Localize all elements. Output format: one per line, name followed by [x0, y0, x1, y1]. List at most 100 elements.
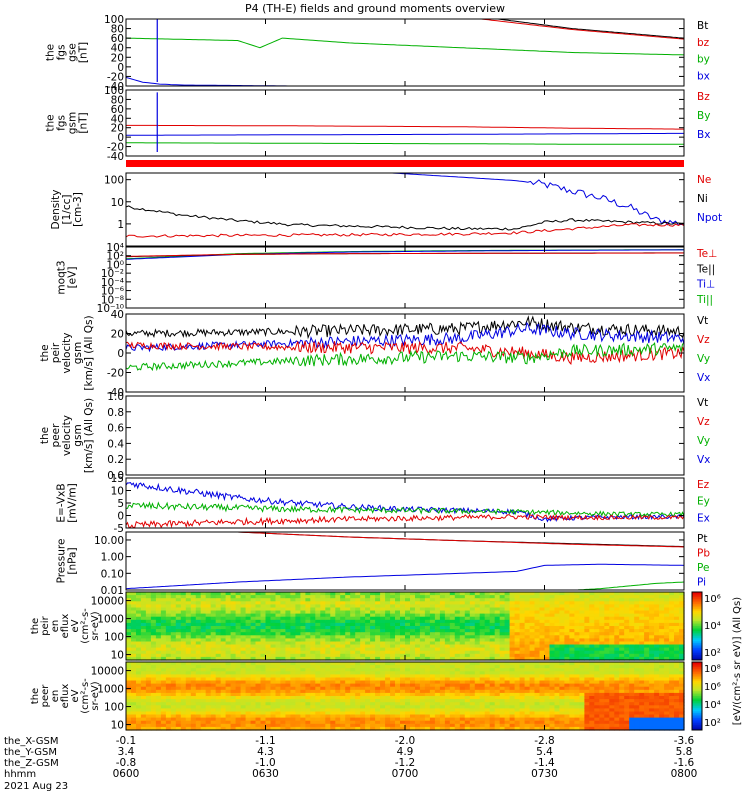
heat-cell — [165, 702, 172, 706]
heat-cell — [449, 601, 456, 605]
heat-cell — [424, 699, 431, 703]
heat-cell — [659, 635, 665, 639]
heat-cell — [355, 635, 361, 639]
heat-cell — [150, 616, 157, 621]
heat-cell — [365, 692, 371, 697]
heat-cell — [205, 632, 212, 636]
heat-cell — [579, 641, 585, 646]
heat-cell — [474, 696, 481, 700]
heat-cell — [185, 708, 192, 713]
heat-cell — [474, 668, 481, 672]
heat-cell — [519, 635, 526, 639]
y-axis-label: eV — [70, 619, 81, 632]
heat-cell — [574, 632, 580, 636]
heat-cell — [350, 656, 356, 661]
heat-cell — [494, 696, 501, 700]
heat-cell — [180, 638, 187, 643]
heat-cell — [429, 674, 436, 679]
heat-cell — [360, 665, 366, 669]
heat-cell — [574, 692, 580, 697]
heat-cell — [474, 604, 481, 609]
heat-cell — [584, 638, 590, 643]
heat-cell — [180, 647, 187, 652]
heat-cell — [245, 683, 252, 688]
heat-cell — [514, 692, 521, 697]
heat-cell — [195, 626, 202, 630]
heat-cell — [574, 689, 580, 694]
heat-cell — [674, 626, 680, 630]
heat-cell — [604, 641, 610, 646]
heat-cell — [569, 595, 575, 599]
heat-cell — [549, 629, 556, 633]
heat-cell — [559, 610, 565, 615]
heat-cell — [245, 595, 252, 599]
heat-cell — [240, 644, 247, 649]
heat-cell — [419, 723, 426, 728]
heat-cell — [320, 717, 326, 722]
heat-cell — [340, 650, 346, 655]
heat-cell — [325, 702, 331, 706]
heat-cell — [479, 680, 486, 685]
heat-cell — [280, 656, 286, 661]
heat-cell — [549, 726, 556, 731]
heat-cell — [350, 683, 356, 688]
heat-cell — [539, 705, 546, 709]
heat-cell — [669, 604, 675, 609]
heat-cell — [260, 714, 267, 719]
heat-cell — [424, 683, 431, 688]
heat-cell — [464, 665, 471, 669]
heat-cell — [220, 650, 227, 655]
heat-cell — [509, 702, 516, 706]
heat-cell — [429, 702, 436, 706]
heat-cell — [285, 696, 291, 700]
heat-cell — [265, 638, 272, 643]
heat-cell — [619, 629, 625, 633]
heat-cell — [126, 726, 132, 731]
heat-cell — [375, 662, 381, 666]
heat-cell — [644, 592, 650, 596]
heat-cell — [345, 671, 351, 675]
heat-cell — [136, 592, 142, 596]
heat-cell — [235, 626, 242, 630]
heat-cell — [424, 720, 431, 725]
y-tick-label: 0 — [117, 132, 124, 144]
heat-cell — [170, 671, 177, 675]
heat-cell — [529, 689, 536, 694]
heat-cell — [265, 653, 272, 658]
heat-cell — [320, 696, 326, 700]
heat-cell — [410, 665, 416, 669]
heat-cell — [360, 708, 366, 713]
heat-cell — [400, 656, 406, 661]
heat-cell — [454, 671, 461, 675]
heat-cell — [350, 616, 356, 621]
heat-cell — [649, 647, 655, 652]
heat-cell — [619, 613, 625, 618]
heat-cell — [390, 689, 396, 694]
heat-cell — [410, 699, 416, 703]
heat-cell — [674, 607, 680, 612]
heat-cell — [275, 668, 282, 672]
heat-cell — [459, 592, 466, 596]
heat-cell — [439, 638, 446, 643]
heat-cell — [524, 699, 531, 703]
heat-cell — [549, 717, 556, 722]
heat-cell — [449, 635, 456, 639]
heat-cell — [280, 711, 286, 716]
heat-cell — [589, 665, 595, 669]
heat-cell — [140, 601, 147, 605]
heat-cell — [195, 616, 202, 621]
heat-cell — [325, 686, 331, 691]
heat-cell — [579, 726, 585, 731]
heat-cell — [370, 683, 376, 688]
heat-cell — [444, 680, 451, 685]
heat-cell — [165, 677, 172, 682]
heat-cell — [320, 656, 326, 661]
heat-cell — [434, 692, 441, 697]
heat-cell — [165, 635, 172, 639]
heat-cell — [544, 604, 551, 609]
heat-cell — [569, 647, 575, 652]
heat-cell — [245, 711, 252, 716]
heat-cell — [589, 635, 595, 639]
heat-cell — [554, 656, 561, 661]
heat-cell — [539, 653, 546, 658]
